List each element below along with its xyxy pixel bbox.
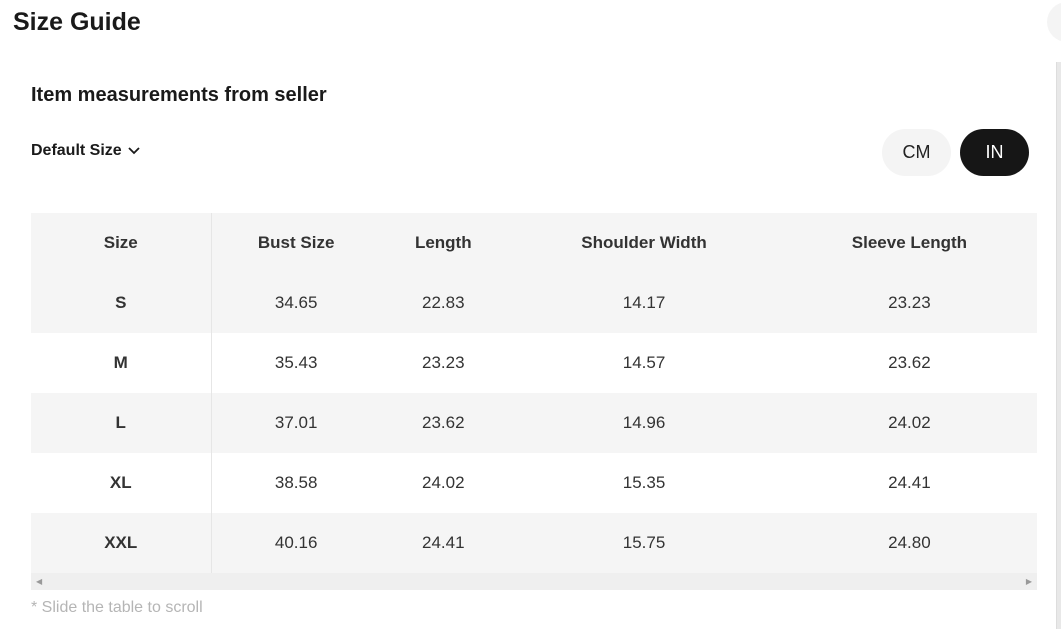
table-cell: 24.80: [888, 533, 931, 552]
table-cell: 22.83: [422, 293, 465, 312]
table-cell: 14.17: [622, 293, 666, 312]
table-row: S 34.65 22.83 14.17 23.23: [31, 273, 1037, 333]
table-row: M 35.43 23.23 14.57 23.62: [31, 333, 1037, 393]
unit-in-button[interactable]: IN: [960, 129, 1029, 176]
horizontal-scrollbar[interactable]: ◀ ▶: [31, 573, 1037, 590]
table-header-row: Size Bust Size Length Shoulder Width Sleeve …: [31, 213, 1037, 273]
table-cell: 35.43: [274, 353, 318, 372]
close-button[interactable]: [1047, 2, 1061, 42]
table-cell: 34.65: [274, 293, 318, 312]
table-cell: 23.62: [422, 413, 465, 432]
table-cell: 14.57: [622, 353, 666, 372]
table-cell: XXL: [31, 513, 212, 573]
size-dropdown-label: Default Size: [31, 142, 122, 159]
table-cell: 23.62: [888, 353, 931, 372]
unit-cm-button[interactable]: CM: [882, 129, 951, 176]
table-cell: 38.58: [274, 473, 318, 492]
table-cell: 24.41: [422, 533, 465, 552]
table-cell: M: [31, 333, 212, 393]
table-cell: L: [31, 393, 212, 453]
table-row: L 37.01 23.62 14.96 24.02: [31, 393, 1037, 453]
table-cell: 15.35: [622, 473, 666, 492]
column-header: Shoulder Width: [581, 233, 707, 252]
table-cell: S: [31, 273, 212, 333]
column-header: Bust Size: [257, 233, 335, 252]
table-cell: 40.16: [274, 533, 318, 552]
size-table: Size Bust Size Length Shoulder Width Sleeve …: [31, 213, 1037, 573]
column-header: Size: [31, 213, 212, 273]
table-cell: 37.01: [274, 413, 318, 432]
scroll-left-icon[interactable]: ◀: [36, 577, 43, 586]
page-title: Size Guide: [13, 8, 141, 36]
scroll-right-icon[interactable]: ▶: [1025, 577, 1032, 586]
chevron-down-icon: [128, 147, 140, 155]
table-row: XXL 40.16 24.41 15.75 24.80: [31, 513, 1037, 573]
table-cell: 24.02: [422, 473, 465, 492]
vertical-scrollbar[interactable]: [1056, 62, 1061, 629]
column-header: Length: [414, 233, 472, 252]
table-cell: 23.23: [422, 353, 465, 372]
table-cell: XL: [31, 453, 212, 513]
table-cell: 15.75: [622, 533, 666, 552]
table-cell: 14.96: [622, 413, 666, 432]
table-cell: 24.41: [888, 473, 931, 492]
table-row: XL 38.58 24.02 15.35 24.41: [31, 453, 1037, 513]
table-cell: 23.23: [888, 293, 931, 312]
size-dropdown[interactable]: Default Size: [31, 142, 140, 160]
section-title: Item measurements from seller: [31, 84, 327, 106]
scroll-note: * Slide the table to scroll: [31, 599, 203, 616]
table-cell: 24.02: [888, 413, 931, 432]
column-header: Sleeve Length: [851, 233, 968, 252]
